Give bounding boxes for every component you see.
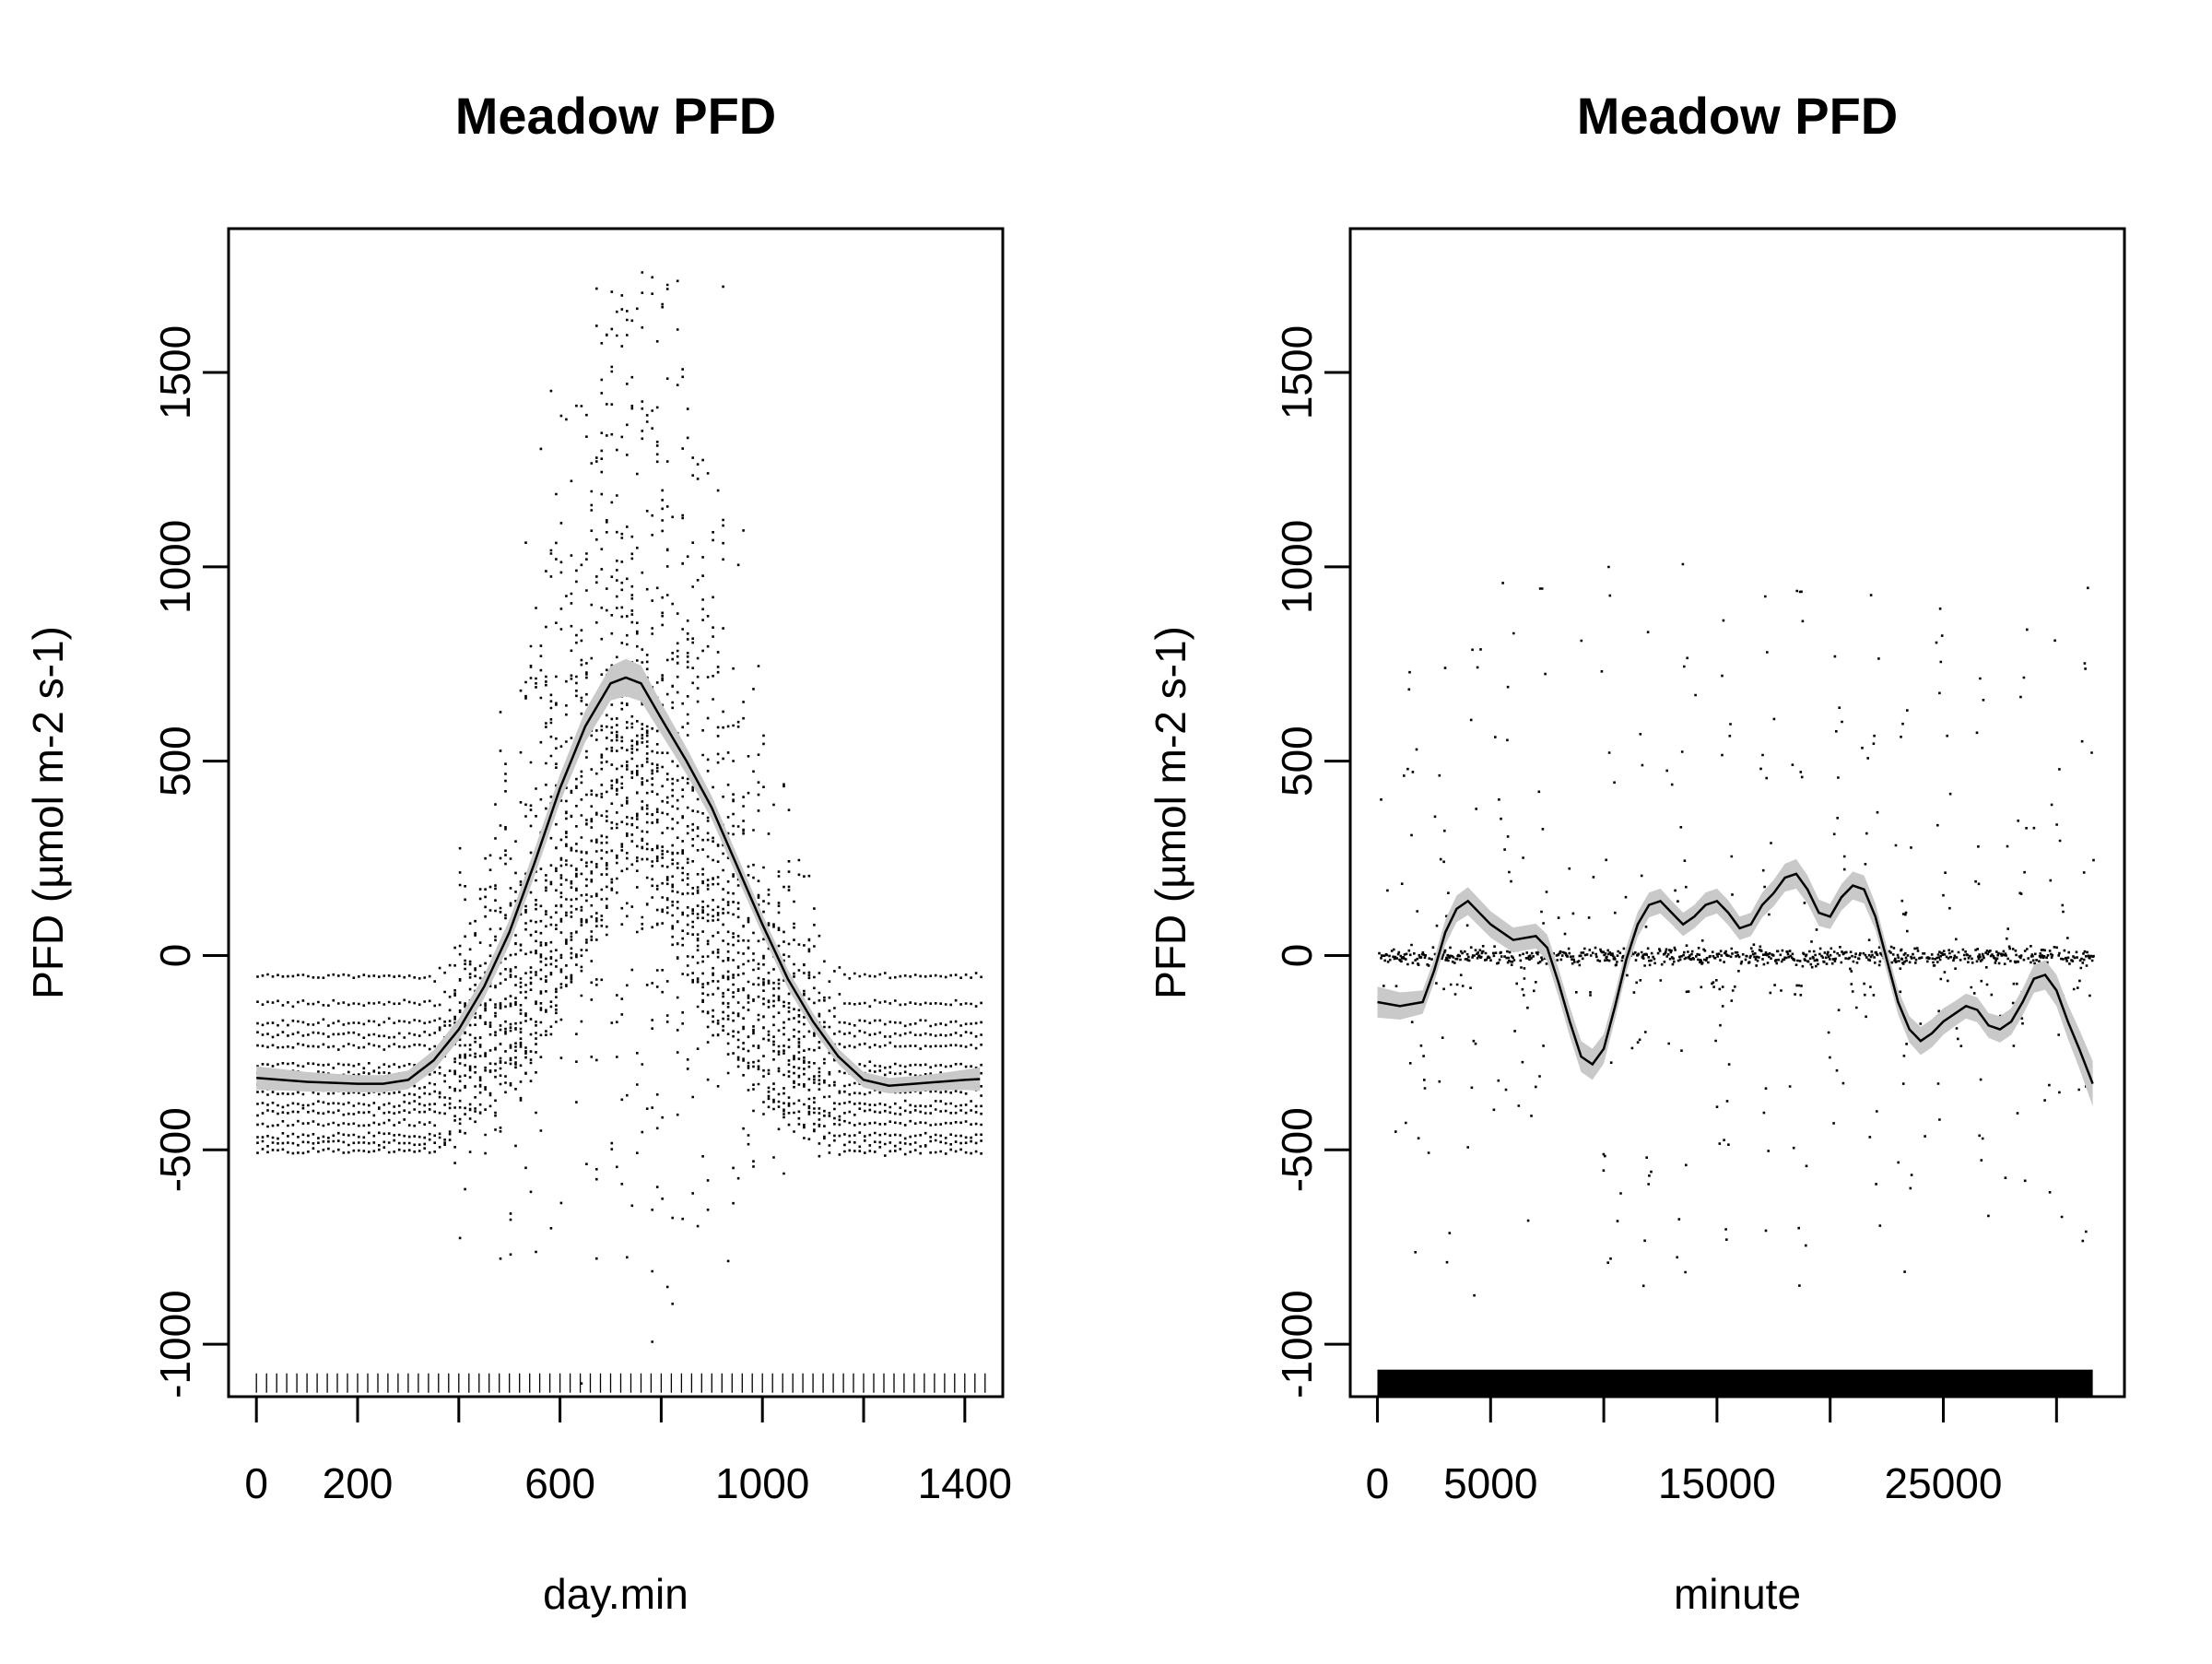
confidence-band: [1377, 858, 2093, 1106]
x-tick-label: 5000: [1443, 1459, 1537, 1507]
y-tick-label: -500: [151, 1107, 199, 1192]
y-axis: -1000 -500 0 500 1000 1500: [151, 325, 229, 1398]
y-tick-label: 500: [1273, 726, 1321, 797]
x-tick-label: 15000: [1658, 1459, 1776, 1507]
y-tick-label: -500: [1273, 1107, 1321, 1192]
x-tick-label: 0: [244, 1459, 268, 1507]
smooth-line: [1377, 872, 2094, 1085]
y-axis-label: PFD (µmol m-2 s-1): [24, 626, 72, 999]
x-tick-label: 0: [1366, 1459, 1390, 1507]
rug-ticks: [255, 1373, 986, 1393]
chart-title: Meadow PFD: [1577, 87, 1898, 145]
scatter-points: [256, 271, 982, 1386]
y-tick-label: -1000: [151, 1290, 199, 1398]
confidence-band: [256, 658, 981, 1094]
rug-marks: [255, 1373, 986, 1393]
panel-day-min: Meadow PFD day.min PFD (µmol m-2 s-1) 0 2…: [24, 87, 1012, 1618]
y-tick-label: 1000: [1273, 520, 1321, 614]
x-tick-label: 1400: [918, 1459, 1012, 1507]
y-tick-label: 1000: [151, 520, 199, 614]
scatter-point-cloud: [256, 271, 982, 1386]
y-tick-label: 500: [151, 726, 199, 797]
y-tick-label: 0: [1273, 944, 1321, 968]
chart-title: Meadow PFD: [455, 87, 776, 145]
y-axis-label: PFD (µmol m-2 s-1): [1147, 626, 1194, 999]
rug-band: [1377, 1369, 2093, 1397]
x-tick-label: 600: [524, 1459, 595, 1507]
y-axis: -1000 -500 0 500 1000 1500: [1273, 325, 1350, 1398]
x-tick-label: 200: [323, 1459, 394, 1507]
rug-marks: [1377, 1369, 2093, 1397]
x-axis-label: day.min: [543, 1570, 688, 1618]
y-tick-label: -1000: [1273, 1290, 1321, 1398]
x-tick-label: 1000: [715, 1459, 809, 1507]
x-axis-label: minute: [1674, 1570, 1801, 1618]
x-tick-label: 25000: [1885, 1459, 2003, 1507]
y-tick-label: 1500: [1273, 325, 1321, 419]
plot-frame: [1348, 227, 2126, 1398]
smooth-line: [256, 676, 981, 1087]
x-axis: 0 5000 15000 25000: [1366, 1395, 2058, 1507]
panel-minute: Meadow PFD minute PFD (µmol m-2 s-1) 0 50…: [1147, 87, 2126, 1618]
y-tick-label: 1500: [151, 325, 199, 419]
y-tick-label: 0: [151, 944, 199, 968]
x-axis: 0 200 600 1000 1400: [244, 1395, 1012, 1507]
